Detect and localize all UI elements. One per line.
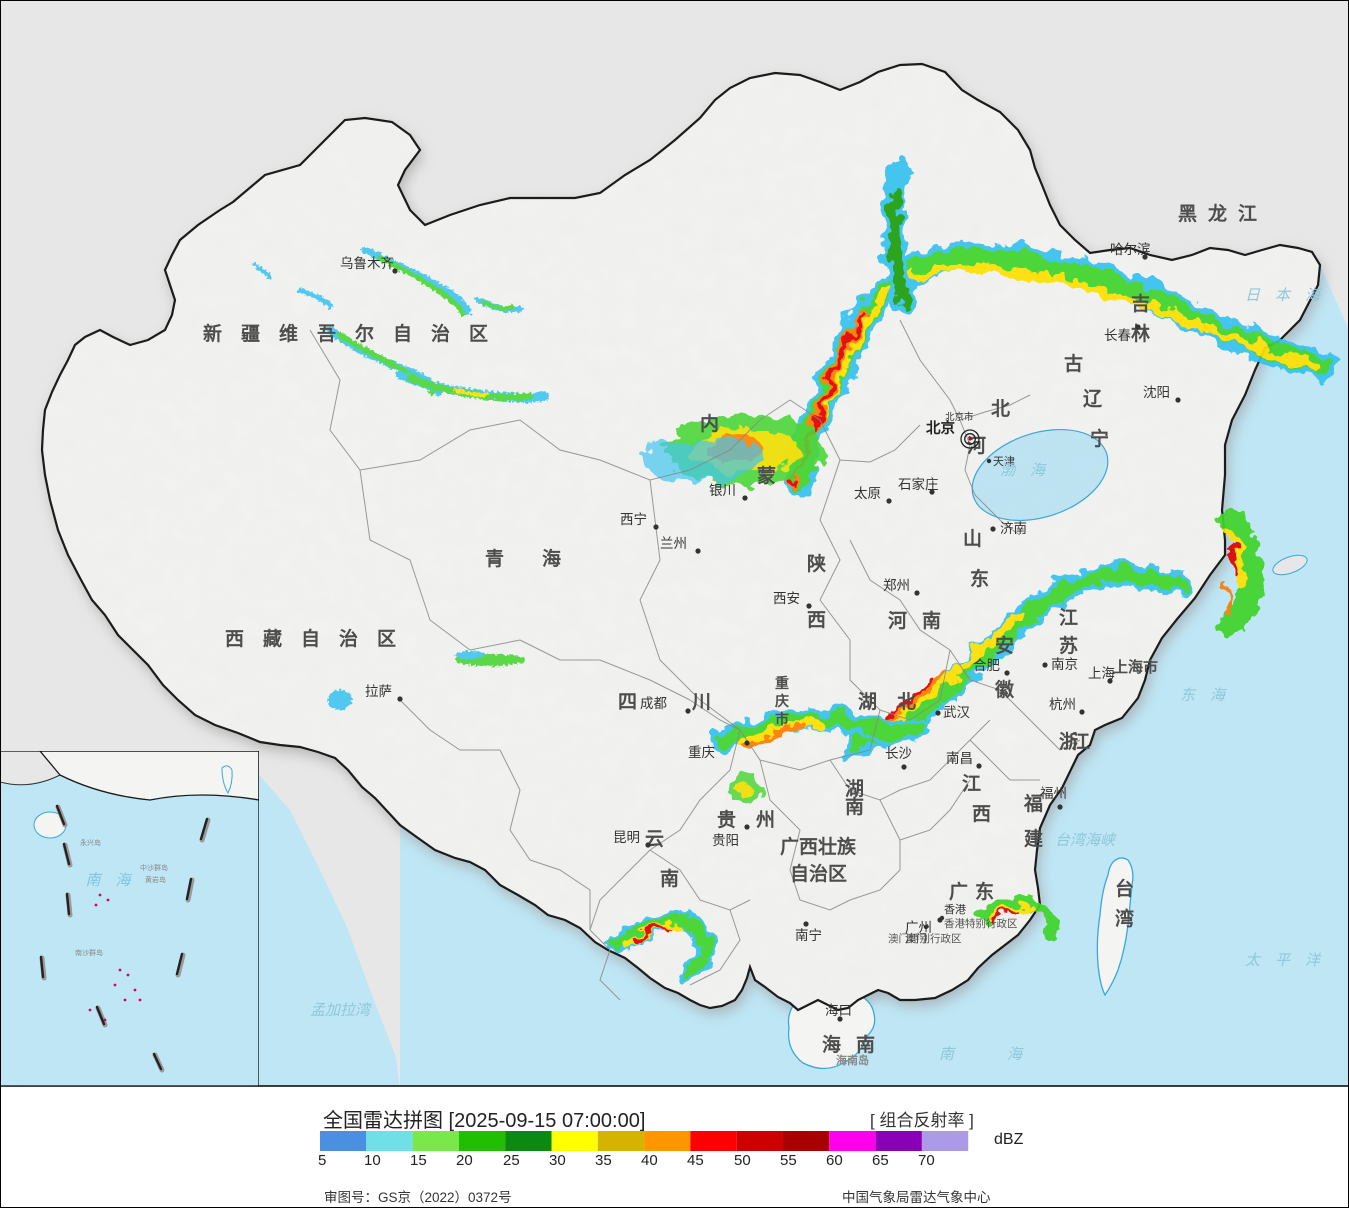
svg-text:建: 建 <box>1024 827 1043 850</box>
svg-text:西安: 西安 <box>773 591 800 606</box>
svg-text:兰州: 兰州 <box>660 536 687 551</box>
svg-text:中沙群岛: 中沙群岛 <box>140 863 168 872</box>
svg-text:江: 江 <box>962 773 981 795</box>
svg-text:西: 西 <box>972 804 991 825</box>
svg-text:南: 南 <box>856 1034 875 1056</box>
svg-text:永兴岛: 永兴岛 <box>80 838 101 847</box>
svg-text:上海: 上海 <box>1088 666 1115 681</box>
svg-text:新 疆 维 吾 尔 自 治 区: 新 疆 维 吾 尔 自 治 区 <box>203 322 488 345</box>
svg-text:南 海: 南 海 <box>85 872 132 889</box>
svg-text:昆明: 昆明 <box>613 830 640 845</box>
svg-text:太 平 洋: 太 平 洋 <box>1245 952 1322 969</box>
svg-text:南: 南 <box>922 610 941 632</box>
svg-text:湖: 湖 <box>858 691 877 713</box>
svg-text:林: 林 <box>1131 322 1150 345</box>
svg-text:香港特别行政区: 香港特别行政区 <box>944 917 1018 930</box>
svg-text:东: 东 <box>970 567 989 590</box>
svg-text:南昌: 南昌 <box>946 751 973 766</box>
svg-text:香港: 香港 <box>944 903 966 916</box>
svg-text:苏: 苏 <box>1059 634 1078 657</box>
svg-text:台: 台 <box>1115 877 1134 900</box>
svg-text:古: 古 <box>1064 352 1083 375</box>
svg-text:日 本 海: 日 本 海 <box>1245 287 1322 304</box>
svg-text:贵: 贵 <box>717 809 736 831</box>
svg-text:拉萨: 拉萨 <box>365 684 392 699</box>
svg-text:合肥: 合肥 <box>973 658 1000 673</box>
svg-text:海: 海 <box>822 1033 841 1056</box>
svg-text:江: 江 <box>1071 731 1090 753</box>
svg-text:山: 山 <box>963 528 982 550</box>
svg-text:乌鲁木齐: 乌鲁木齐 <box>340 256 394 271</box>
svg-text:郑州: 郑州 <box>883 578 910 593</box>
svg-text:南: 南 <box>939 1046 956 1063</box>
svg-text:自治区: 自治区 <box>790 862 847 885</box>
svg-text:澳门特别行政区: 澳门特别行政区 <box>888 932 962 945</box>
svg-text:北: 北 <box>991 398 1010 420</box>
svg-text:北: 北 <box>897 691 916 713</box>
svg-text:安: 安 <box>995 634 1014 657</box>
svg-text:河: 河 <box>888 610 907 632</box>
svg-text:南: 南 <box>660 868 679 890</box>
svg-text:孟加拉湾: 孟加拉湾 <box>310 1002 373 1019</box>
svg-text:广西壮族: 广西壮族 <box>780 835 857 858</box>
svg-text:川: 川 <box>691 692 711 713</box>
svg-text:济南: 济南 <box>1000 521 1027 536</box>
svg-text:重: 重 <box>775 675 789 691</box>
svg-text:龙: 龙 <box>1208 202 1227 225</box>
svg-text:武汉: 武汉 <box>943 705 971 720</box>
svg-text:海口: 海口 <box>825 1003 852 1018</box>
svg-text:南: 南 <box>845 796 864 818</box>
svg-text:湾: 湾 <box>1115 907 1134 930</box>
svg-text:蒙: 蒙 <box>757 465 776 487</box>
svg-text:黑: 黑 <box>1178 203 1197 225</box>
svg-text:重庆: 重庆 <box>688 745 715 760</box>
svg-text:辽: 辽 <box>1083 388 1102 410</box>
svg-text:海: 海 <box>1007 1046 1024 1063</box>
svg-text:东: 东 <box>975 880 994 903</box>
svg-text:江: 江 <box>1238 203 1257 225</box>
svg-text:四: 四 <box>618 692 637 713</box>
svg-text:海南岛: 海南岛 <box>836 1053 869 1067</box>
svg-text:宁: 宁 <box>1090 427 1109 450</box>
svg-text:北京市: 北京市 <box>945 411 974 423</box>
svg-text:台湾海峡: 台湾海峡 <box>1055 832 1117 849</box>
svg-text:黄岩岛: 黄岩岛 <box>145 875 166 884</box>
svg-text:成都: 成都 <box>640 696 667 711</box>
svg-text:江: 江 <box>1059 607 1078 629</box>
svg-text:市: 市 <box>775 711 789 727</box>
svg-text:吉: 吉 <box>1131 292 1150 315</box>
svg-text:福州: 福州 <box>1040 786 1067 801</box>
svg-text:青 海: 青 海 <box>485 547 561 570</box>
svg-text:南沙群岛: 南沙群岛 <box>75 948 103 957</box>
svg-text:庆: 庆 <box>775 693 789 709</box>
svg-text:南京: 南京 <box>1051 657 1078 672</box>
svg-text:西 藏 自 治 区: 西 藏 自 治 区 <box>225 627 396 650</box>
svg-text:陕: 陕 <box>807 552 826 575</box>
svg-text:石家庄: 石家庄 <box>898 476 939 492</box>
svg-text:渤 海: 渤 海 <box>1000 462 1047 479</box>
svg-text:哈尔滨: 哈尔滨 <box>1110 242 1151 257</box>
svg-text:内: 内 <box>700 412 719 435</box>
svg-text:银川: 银川 <box>709 483 736 498</box>
svg-text:东 海: 东 海 <box>1180 687 1227 704</box>
svg-text:州: 州 <box>756 809 775 831</box>
svg-text:长春: 长春 <box>1104 328 1132 343</box>
svg-text:太原: 太原 <box>854 486 881 501</box>
svg-text:南宁: 南宁 <box>795 927 822 943</box>
svg-text:长沙: 长沙 <box>885 746 912 761</box>
svg-text:西宁: 西宁 <box>620 511 647 527</box>
svg-text:贵阳: 贵阳 <box>712 833 739 848</box>
svg-text:杭州: 杭州 <box>1049 697 1076 712</box>
svg-text:徽: 徽 <box>994 678 1015 701</box>
svg-text:沈阳: 沈阳 <box>1143 385 1170 400</box>
svg-text:西: 西 <box>807 610 826 631</box>
svg-text:广: 广 <box>949 880 968 903</box>
svg-text:上海市: 上海市 <box>1113 658 1158 676</box>
